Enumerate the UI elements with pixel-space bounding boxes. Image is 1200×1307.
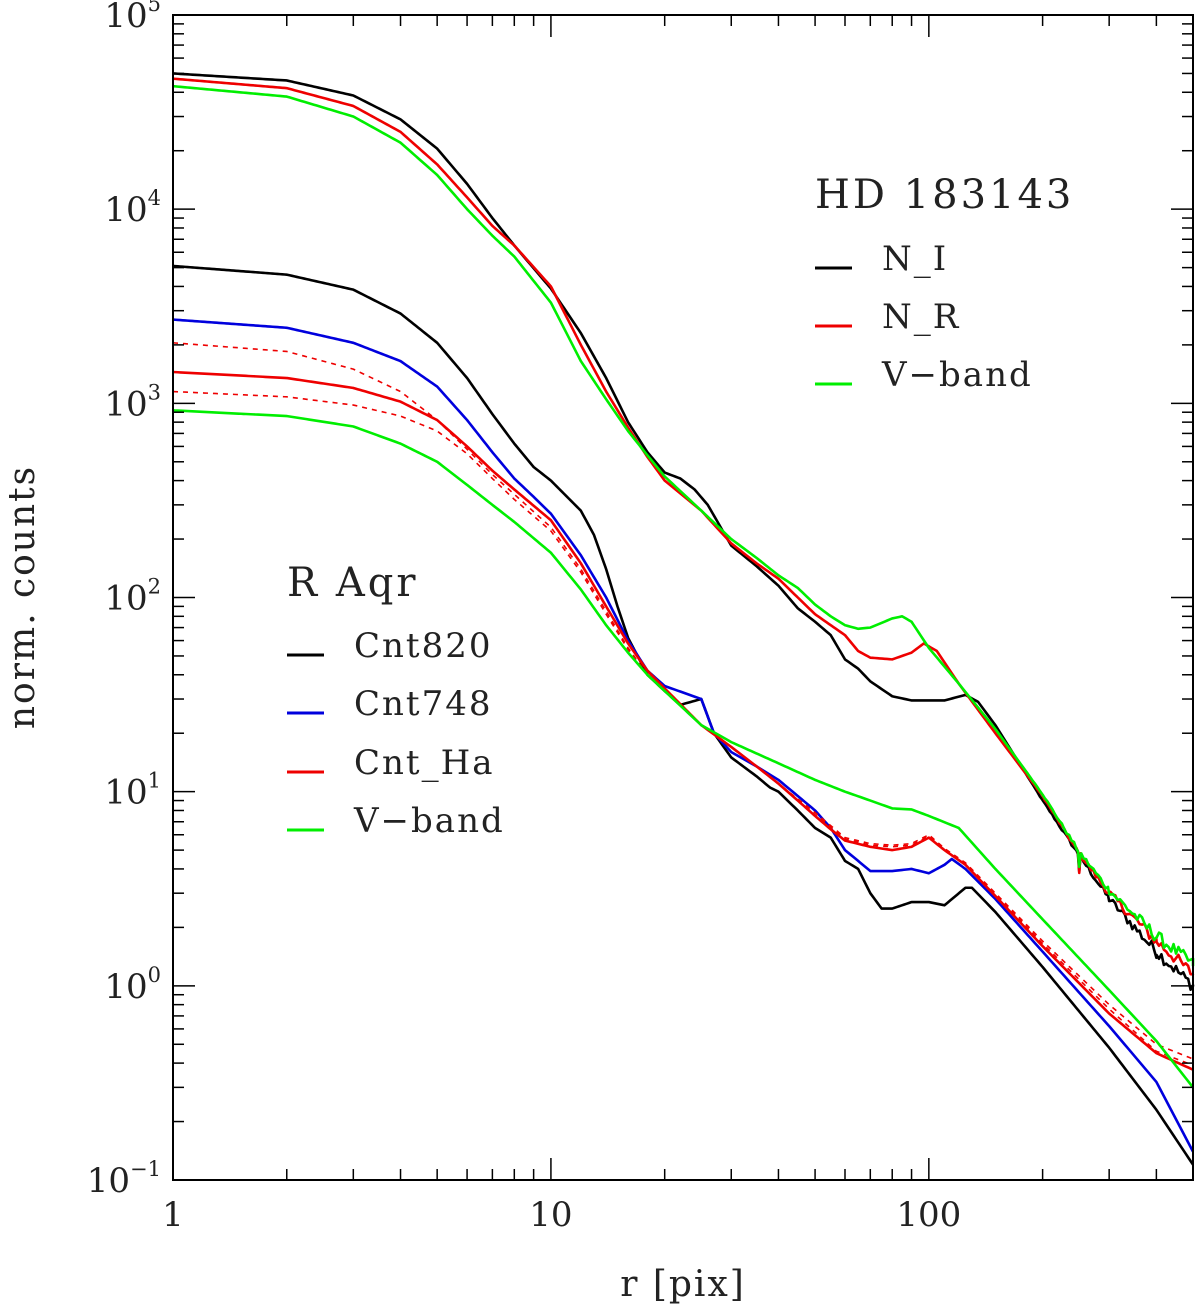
legend-hd183143-title: HD 183143 (815, 172, 1074, 218)
series-line-6 (172, 342, 1194, 1060)
x-tick-label: 100 (896, 1195, 961, 1235)
series-line-4 (172, 318, 1195, 1153)
legend-hd183143: HD 183143 N_I N_R V−band (815, 172, 1074, 395)
axis-ticks (172, 14, 1194, 1181)
series-layer (172, 72, 1195, 1166)
legend-label-hd-nr: N_R (882, 297, 960, 337)
legend-label-raqr-vband: V−band (353, 801, 505, 841)
series-line-3 (172, 264, 1195, 1166)
series-line-8 (172, 409, 1195, 1089)
x-tick-label: 10 (529, 1195, 572, 1235)
series-line-7 (172, 390, 1194, 1066)
legend-raqr-title: R Aqr (287, 560, 418, 606)
y-tick-label: 105 (104, 0, 161, 36)
legend-raqr: R Aqr Cnt820 Cnt748 Cnt_Ha V−band (287, 560, 505, 841)
legend-label-hd-vband: V−band (881, 355, 1033, 395)
series-line-2 (172, 84, 1195, 967)
x-axis-title: r [pix] (620, 1264, 746, 1305)
x-tick-label: 1 (162, 1195, 184, 1235)
legend-label-raqr-cntha: Cnt_Ha (354, 743, 495, 783)
legend-label-raqr-cnt748: Cnt748 (354, 684, 492, 724)
y-tick-label: 101 (104, 769, 161, 813)
y-tick-label: 102 (104, 575, 161, 619)
y-tick-label: 100 (104, 963, 161, 1007)
y-tick-label: 10−1 (87, 1157, 161, 1201)
legend-label-hd-ni: N_I (882, 239, 948, 279)
y-tick-label: 104 (104, 186, 161, 230)
tick-labels: 1 10 100 10−1 100 101 102 103 104 105 (87, 0, 962, 1235)
y-tick-label: 103 (104, 380, 161, 424)
legend-label-raqr-cnt820: Cnt820 (354, 626, 492, 666)
y-axis-title: norm. counts (2, 465, 43, 729)
